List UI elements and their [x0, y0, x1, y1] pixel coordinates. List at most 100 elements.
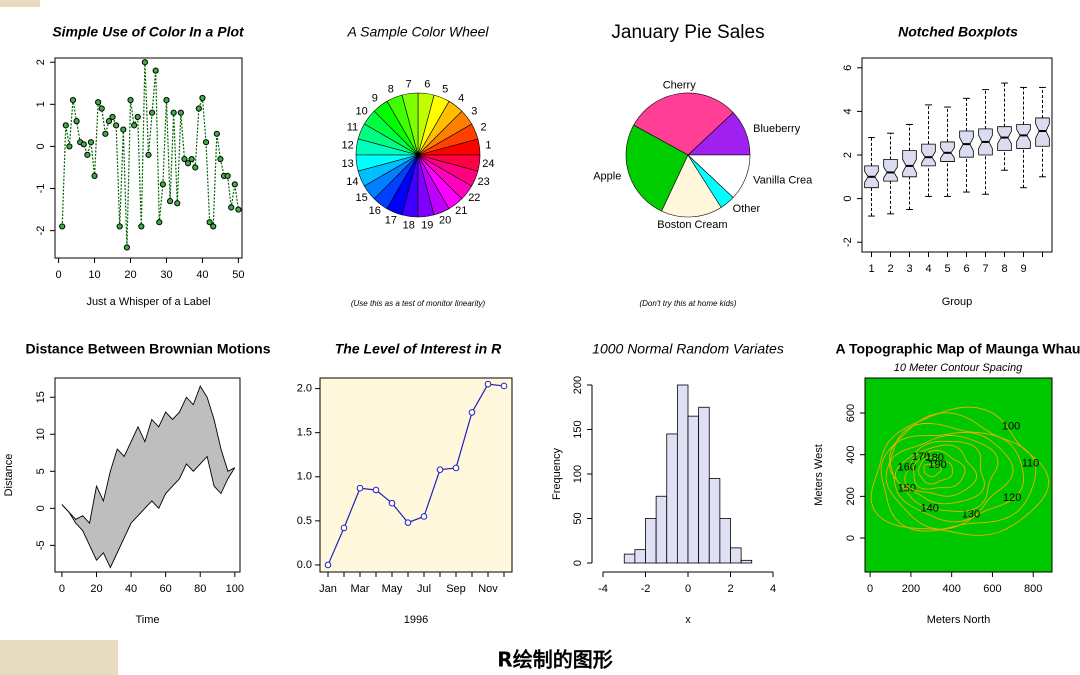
corner-decoration	[0, 640, 118, 675]
y-tick-label: 0	[35, 143, 47, 149]
slice-label: 19	[421, 219, 433, 231]
slice-label: 11	[347, 122, 358, 134]
x-tick-label: Jan	[319, 583, 337, 595]
x-tick-label: 0	[59, 583, 65, 595]
slice-label: 3	[471, 106, 477, 118]
plot-background	[320, 378, 512, 572]
histogram-bar	[730, 547, 742, 564]
x-tick-label: 200	[902, 583, 920, 595]
data-point	[131, 122, 138, 129]
slice-label: Other	[733, 203, 761, 215]
chart-subtitle: (Use this as a test of monitor linearity…	[351, 299, 486, 308]
data-point	[105, 118, 113, 125]
data-point	[206, 219, 213, 226]
data-point	[69, 97, 77, 104]
data-line	[327, 383, 505, 566]
y-tick-label: 0	[842, 196, 854, 202]
y-tick-label: 200	[572, 376, 584, 394]
x-tick-label: 20	[90, 583, 102, 595]
box	[921, 143, 936, 167]
y-tick-label: 1.5	[297, 427, 312, 439]
x-tick-label: 40	[196, 269, 208, 281]
x-axis-label: Group	[942, 296, 973, 308]
data-point	[420, 513, 428, 520]
data-point	[98, 105, 105, 112]
x-tick-label: 100	[226, 583, 244, 595]
contour-label: 100	[1002, 420, 1020, 432]
slice-label: 21	[455, 205, 467, 217]
x-tick-label: 10	[88, 269, 100, 281]
data-point	[356, 484, 364, 492]
slice-label: 6	[424, 79, 430, 91]
slice-label: 2	[481, 122, 487, 134]
chart-title: Notched Boxplots	[898, 24, 1018, 40]
data-point	[199, 94, 206, 102]
data-point	[174, 200, 181, 207]
y-tick-label: 0	[35, 505, 47, 511]
pie-slice	[633, 92, 734, 156]
data-point	[217, 155, 224, 163]
x-tick-label: 20	[124, 269, 136, 281]
y-tick-label: 0	[845, 535, 857, 541]
data-point	[138, 223, 145, 230]
x-axis-label: Time	[135, 614, 159, 626]
y-tick-label: 6	[842, 65, 854, 71]
slice-label: Vanilla Crea	[753, 175, 813, 187]
y-tick-label: 15	[35, 391, 47, 403]
data-point	[59, 223, 66, 230]
data-point	[166, 198, 174, 205]
contour-label: 140	[921, 502, 939, 514]
slice-label: 8	[388, 83, 394, 95]
histogram-bar	[698, 406, 710, 564]
contour-label: 190	[928, 459, 946, 471]
pie-slice	[687, 154, 751, 198]
box	[1035, 117, 1050, 147]
chart-title: A Topographic Map of Maunga Whau	[836, 341, 1080, 357]
y-tick-label: 4	[842, 108, 854, 114]
x-tick-label: 0	[685, 583, 691, 595]
x-tick-label: 8	[1001, 263, 1007, 275]
pie-slice	[661, 154, 722, 218]
data-point	[145, 151, 152, 158]
y-tick-label: 1.0	[297, 471, 312, 483]
data-point	[231, 181, 238, 188]
data-point	[159, 181, 166, 188]
y-tick-label: -2	[842, 237, 854, 247]
contour-label: 160	[898, 462, 916, 474]
plot-frame	[54, 377, 241, 573]
corner-decoration	[0, 0, 40, 7]
box	[902, 150, 917, 178]
x-tick-label: May	[382, 583, 403, 595]
x-tick-label: Nov	[478, 583, 498, 595]
chart-title: Distance Between Brownian Motions	[25, 341, 270, 357]
contour-label: 110	[1022, 458, 1040, 470]
chart-title: January Pie Sales	[611, 22, 764, 43]
plot-frame	[54, 57, 243, 259]
chart-subtitle: (Don't try this at home kids)	[639, 299, 736, 308]
data-point	[127, 97, 134, 104]
data-point	[141, 59, 149, 66]
data-point	[388, 499, 396, 507]
data-point	[500, 382, 508, 390]
x-tick-label: 50	[232, 269, 244, 281]
x-tick-label: 800	[1024, 583, 1042, 595]
x-tick-label: 0	[56, 269, 62, 281]
slice-label: 7	[406, 79, 412, 91]
x-tick-label: 80	[194, 583, 206, 595]
data-point	[224, 172, 231, 179]
histogram-bar	[655, 495, 668, 564]
area-fill	[61, 386, 235, 568]
plot-frame	[319, 377, 513, 573]
data-point	[62, 122, 69, 129]
data-point	[195, 105, 202, 112]
contour-line	[917, 456, 954, 485]
data-point	[177, 109, 184, 116]
slice-label: Blueberry	[753, 123, 801, 135]
slice-label: 10	[356, 106, 368, 118]
caption: R绘制的图形	[497, 648, 612, 672]
slice-label: Cherry	[663, 79, 697, 91]
contour-label: 170	[912, 451, 930, 463]
histogram-bar	[645, 518, 657, 564]
pie-slice	[417, 154, 481, 172]
